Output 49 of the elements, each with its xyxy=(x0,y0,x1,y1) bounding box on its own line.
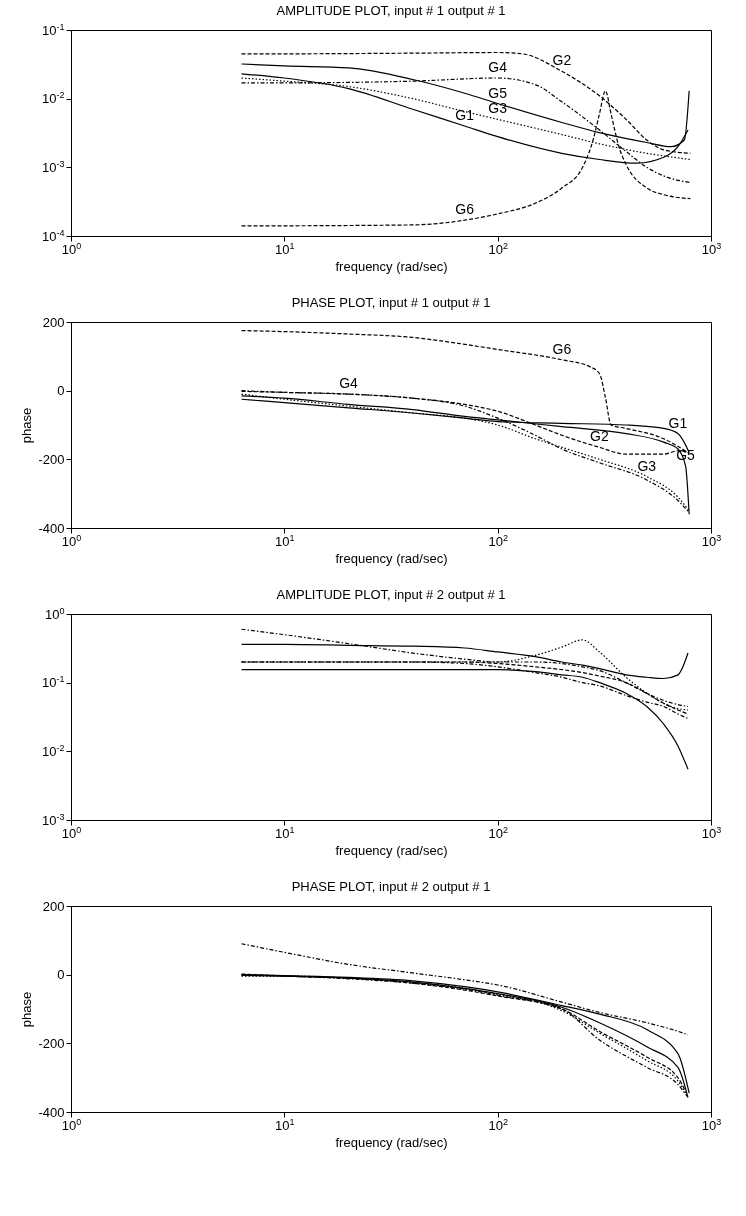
x-tick-label: 10$^{1}$ xyxy=(275,824,295,841)
x-tick-label: 10$^{2}$ xyxy=(488,824,508,841)
annotation: G4 xyxy=(339,375,359,392)
x-tick-label: 10$^{3}$ xyxy=(701,1116,722,1133)
x-axis-title: frequency (rad/sec) xyxy=(335,550,448,566)
y-tick-label: 10$^{-2}$ xyxy=(42,742,65,759)
chart-title: AMPLITUDE PLOT, input # 2 output # 1 xyxy=(276,587,506,602)
annotation: G2 xyxy=(590,428,609,445)
x-tick-label: 10$^{2}$ xyxy=(488,1116,508,1133)
x-axis-title: frequency (rad/sec) xyxy=(335,842,448,858)
y-tick-label: 200 xyxy=(42,314,65,330)
y-tick-label: 10$^{0}$ xyxy=(45,605,65,622)
chart-title: PHASE PLOT, input # 2 output # 1 xyxy=(291,879,491,894)
x-tick-label: 10$^{1}$ xyxy=(275,532,295,549)
y-tick-label: 10$^{-3}$ xyxy=(42,811,65,828)
y-axis-title: phase xyxy=(19,991,35,1028)
annotation: G3 xyxy=(637,457,657,474)
y-tick-label: 0 xyxy=(57,383,65,399)
annotation: G5 xyxy=(488,84,508,101)
y-tick-label: -400 xyxy=(38,520,65,536)
x-tick-label: 10$^{2}$ xyxy=(488,532,508,549)
y-tick-label: 10$^{-3}$ xyxy=(42,158,65,175)
x-tick-label: 10$^{3}$ xyxy=(701,532,722,549)
y-tick-label: 10$^{-1}$ xyxy=(42,21,65,38)
x-axis-title: frequency (rad/sec) xyxy=(335,1134,448,1150)
x-axis-title: frequency (rad/sec) xyxy=(335,258,448,274)
y-tick-label: 10$^{-2}$ xyxy=(42,90,65,107)
x-tick-label: 10$^{1}$ xyxy=(275,240,295,257)
annotation: G2 xyxy=(552,52,572,69)
x-tick-label: 10$^{2}$ xyxy=(488,240,508,257)
y-tick-label: -400 xyxy=(38,1104,65,1120)
annotation: G4 xyxy=(488,59,508,75)
chart-title: AMPLITUDE PLOT, input # 1 output # 1 xyxy=(276,3,506,18)
annotation: G1 xyxy=(668,414,688,431)
x-tick-label: 10$^{3}$ xyxy=(701,824,722,841)
annotation: G1 xyxy=(455,106,475,123)
y-tick-label: 10$^{-4}$ xyxy=(42,227,65,244)
x-tick-label: 10$^{3}$ xyxy=(701,240,722,257)
annotation: G6 xyxy=(552,340,572,357)
x-tick-label: 10$^{1}$ xyxy=(275,1116,295,1133)
y-axis-title: phase xyxy=(19,407,35,444)
chart-title: PHASE PLOT, input # 1 output # 1 xyxy=(291,295,491,310)
y-tick-label: 10$^{-1}$ xyxy=(42,674,65,691)
y-tick-label: 200 xyxy=(42,898,65,914)
annotation: G3 xyxy=(488,100,508,117)
y-tick-label: -200 xyxy=(38,1035,65,1051)
y-tick-label: -200 xyxy=(38,451,65,467)
annotation: G6 xyxy=(455,201,475,218)
y-tick-label: 0 xyxy=(57,967,65,983)
